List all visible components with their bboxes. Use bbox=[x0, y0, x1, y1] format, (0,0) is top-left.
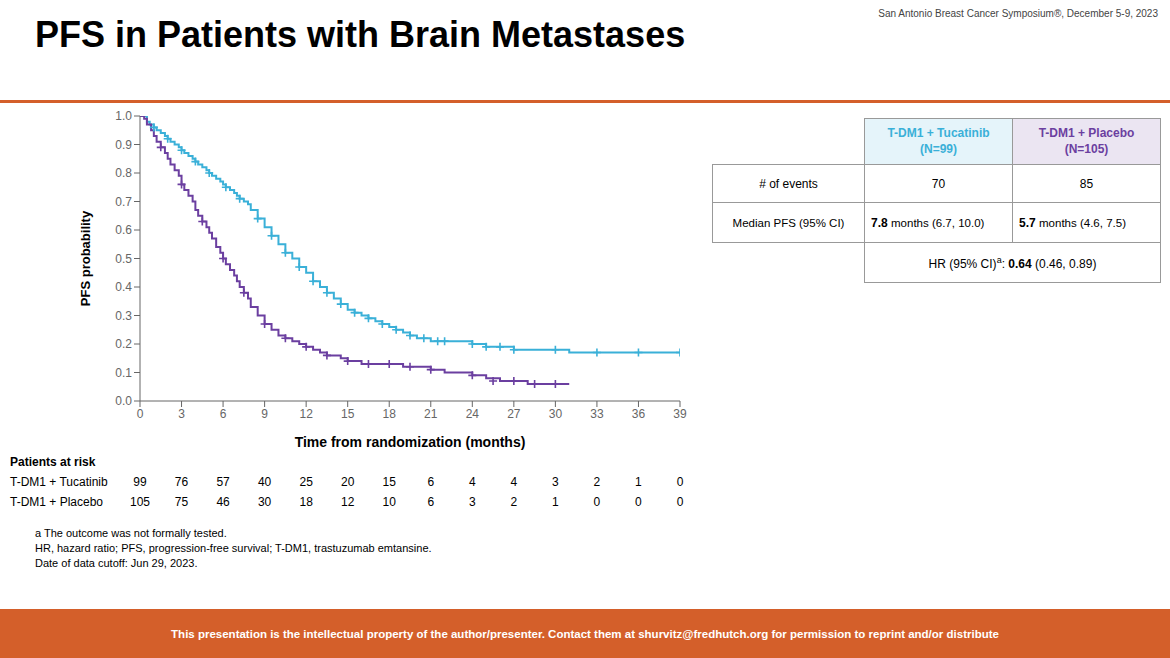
svg-text:0.6: 0.6 bbox=[115, 223, 132, 237]
svg-text:0.0: 0.0 bbox=[115, 394, 132, 408]
html-text:18: 18 bbox=[299, 495, 313, 509]
svg-text:12: 12 bbox=[299, 407, 313, 421]
html-text:3: 3 bbox=[469, 495, 476, 509]
html-text:HR (95% CI)a: 0.64 (0.46, 0.89: HR (95% CI)a: 0.64 (0.46, 0.89) bbox=[928, 254, 1097, 271]
html-text:This presentation is the intel: This presentation is the intellectual pr… bbox=[171, 627, 999, 640]
svg-text:30: 30 bbox=[549, 407, 563, 421]
html-text:0: 0 bbox=[635, 495, 642, 509]
svg-text:0.4: 0.4 bbox=[115, 280, 132, 294]
svg-text:0.5: 0.5 bbox=[115, 252, 132, 266]
svg-text:27: 27 bbox=[507, 407, 521, 421]
html-text:1: 1 bbox=[635, 475, 642, 489]
html-text:76: 76 bbox=[174, 475, 189, 489]
html-text:5.7 months (4.6, 7.5): 5.7 months (4.6, 7.5) bbox=[1019, 215, 1126, 230]
svg-text:0.3: 0.3 bbox=[115, 309, 132, 323]
html-text:12: 12 bbox=[341, 495, 355, 509]
svg-text:0.1: 0.1 bbox=[115, 366, 132, 380]
html-text:25: 25 bbox=[299, 475, 313, 489]
svg-text:0: 0 bbox=[137, 407, 144, 421]
html-text:a The outcome was not formally: a The outcome was not formally tested. bbox=[35, 527, 227, 539]
svg-text:15: 15 bbox=[341, 407, 355, 421]
svg-text:18: 18 bbox=[383, 407, 397, 421]
html-text:4: 4 bbox=[469, 475, 476, 489]
html-text:7.8 months (6.7, 10.0): 7.8 months (6.7, 10.0) bbox=[871, 215, 985, 230]
html-text:70: 70 bbox=[931, 176, 946, 191]
html-text:T-DM1 + Placebo: T-DM1 + Placebo bbox=[10, 495, 103, 509]
html-text:(N=105): (N=105) bbox=[1064, 141, 1109, 156]
html-text:40: 40 bbox=[257, 475, 272, 489]
svg-text:0.7: 0.7 bbox=[115, 195, 132, 209]
html-text:0: 0 bbox=[676, 495, 684, 509]
html-text:2: 2 bbox=[510, 495, 518, 509]
svg-text:24: 24 bbox=[466, 407, 480, 421]
html-text:San Antonio Breast Cancer Symp: San Antonio Breast Cancer Symposium®, De… bbox=[878, 8, 1158, 19]
html-text:10: 10 bbox=[382, 495, 396, 509]
svg-text:36: 36 bbox=[632, 407, 646, 421]
html-text:T-DM1 + Placebo: T-DM1 + Placebo bbox=[1038, 125, 1135, 140]
html-text:20: 20 bbox=[341, 475, 355, 489]
svg-text:0.2: 0.2 bbox=[115, 337, 132, 351]
svg-text:33: 33 bbox=[590, 407, 604, 421]
html-text:15: 15 bbox=[382, 475, 396, 489]
html-text:75: 75 bbox=[174, 495, 189, 509]
svg-text:6: 6 bbox=[220, 407, 227, 421]
html-text:57: 57 bbox=[216, 475, 230, 489]
html-text:6: 6 bbox=[427, 495, 435, 509]
svg-text:1.0: 1.0 bbox=[115, 109, 132, 123]
svg-text:PFS probability: PFS probability bbox=[78, 210, 93, 306]
svg-text:Time from randomization (month: Time from randomization (months) bbox=[295, 434, 526, 450]
html-text:105: 105 bbox=[130, 495, 150, 509]
html-text:T-DM1 + Tucatinib: T-DM1 + Tucatinib bbox=[10, 475, 108, 489]
svg-text:0.9: 0.9 bbox=[115, 138, 132, 152]
html-text:Median PFS (95% CI): Median PFS (95% CI) bbox=[732, 216, 845, 229]
html-text:46: 46 bbox=[216, 495, 230, 509]
html-text:99: 99 bbox=[133, 475, 147, 489]
svg-text:21: 21 bbox=[424, 407, 438, 421]
html-text:4: 4 bbox=[510, 475, 518, 489]
html-text:# of events: # of events bbox=[759, 176, 818, 191]
html-text:30: 30 bbox=[257, 495, 272, 509]
html-text:Date of data cutoff: Jun 29, 2: Date of data cutoff: Jun 29, 2023. bbox=[35, 557, 198, 569]
html-text:2: 2 bbox=[593, 475, 601, 489]
html-text:(N=99): (N=99) bbox=[920, 141, 957, 156]
html-text:0: 0 bbox=[676, 475, 684, 489]
html-text:PFS in Patients with Brain Met: PFS in Patients with Brain Metastases bbox=[35, 14, 686, 55]
html-text:85: 85 bbox=[1079, 176, 1094, 191]
html-text:0: 0 bbox=[593, 495, 601, 509]
html-text:HR, hazard ratio; PFS, progres: HR, hazard ratio; PFS, progression-free … bbox=[35, 542, 432, 554]
html-text:6: 6 bbox=[427, 475, 435, 489]
svg-text:9: 9 bbox=[261, 407, 268, 421]
svg-text:39: 39 bbox=[673, 407, 687, 421]
svg-text:3: 3 bbox=[178, 407, 185, 421]
svg-text:0.8: 0.8 bbox=[115, 166, 132, 180]
html-text:1: 1 bbox=[552, 495, 559, 509]
html-text:T-DM1 + Tucatinib: T-DM1 + Tucatinib bbox=[887, 125, 990, 140]
html-text:3: 3 bbox=[552, 475, 559, 489]
html-text:Patients at risk: Patients at risk bbox=[10, 455, 96, 469]
